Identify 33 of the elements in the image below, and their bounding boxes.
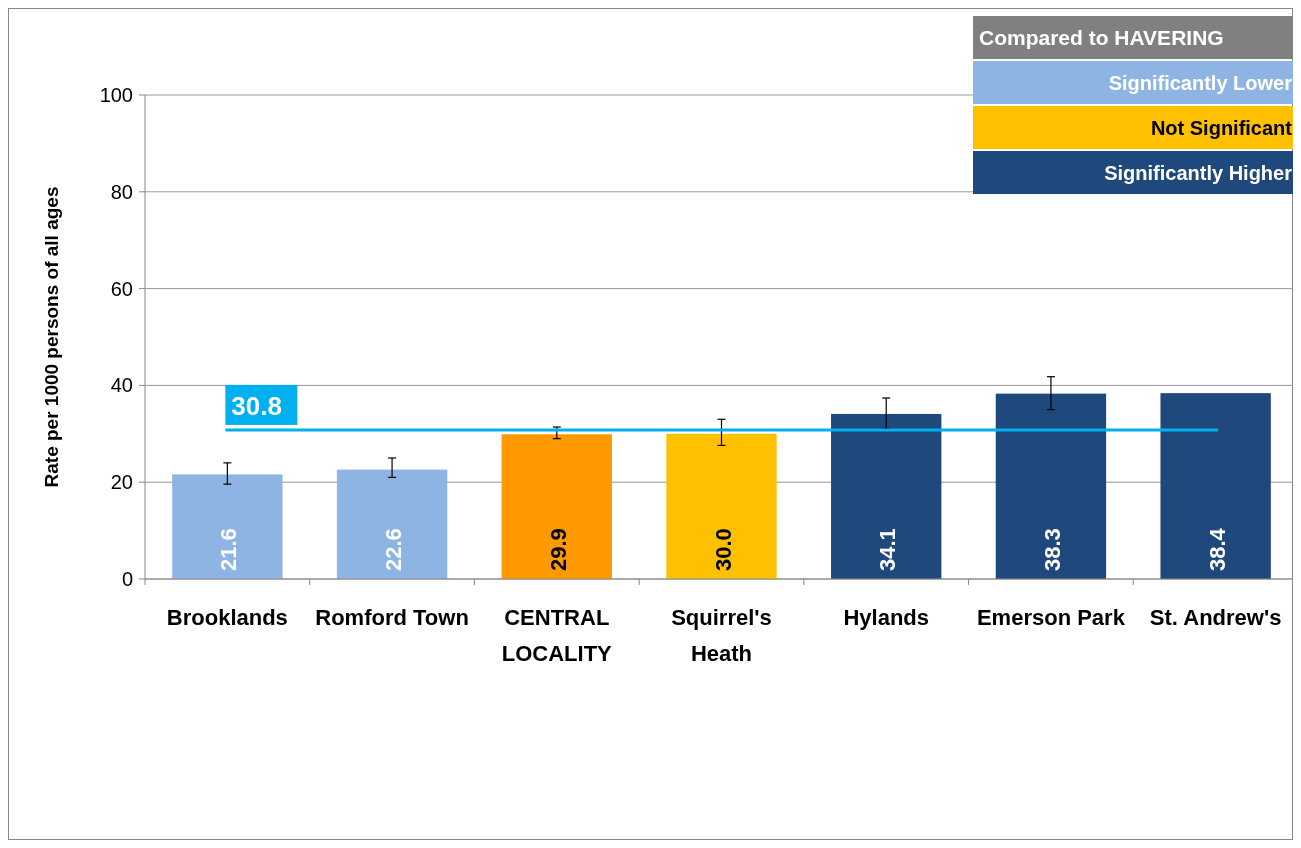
bar — [501, 434, 612, 579]
y-tick-label: 100 — [99, 84, 133, 106]
x-tick-label: CENTRAL LOCALITY — [501, 605, 613, 666]
bar — [831, 413, 942, 579]
bar — [336, 469, 448, 579]
bar — [172, 474, 283, 579]
data-label: 30.0 — [710, 528, 736, 571]
bar — [1160, 393, 1271, 579]
bar — [666, 433, 777, 579]
x-tick-label: Emerson Park — [976, 605, 1126, 630]
y-tick-label: 80 — [110, 180, 133, 203]
data-label: 21.6 — [216, 528, 242, 571]
bar — [995, 393, 1107, 579]
data-label: 29.9 — [545, 528, 571, 571]
legend-title: Compared to HAVERING — [979, 26, 1224, 49]
ref-line-label: 30.8 — [231, 390, 282, 421]
data-label: 38.4 — [1204, 527, 1230, 571]
x-tick-label: Romford Town — [315, 605, 469, 630]
x-tick-label: St. Andrew's — [1149, 605, 1282, 630]
data-label: 38.3 — [1039, 528, 1065, 571]
text: Significantly Higher — [1104, 162, 1293, 184]
y-tick-label: 40 — [110, 374, 133, 397]
y-tick-label: 0 — [121, 568, 133, 590]
text: Not Significant — [1150, 117, 1293, 139]
data-label: 22.6 — [381, 528, 407, 571]
text: Significantly Lower — [1108, 72, 1293, 94]
y-tick-label: 20 — [110, 471, 133, 494]
x-tick-label: Brooklands — [166, 605, 288, 630]
y-tick-label: 60 — [110, 277, 133, 300]
x-tick-label: Hylands — [843, 605, 930, 630]
y-axis-title: Rate per 1000 persons of all ages — [41, 186, 62, 488]
data-label: 34.1 — [875, 528, 901, 571]
x-tick-label: Squirrel's Heath — [671, 605, 772, 666]
